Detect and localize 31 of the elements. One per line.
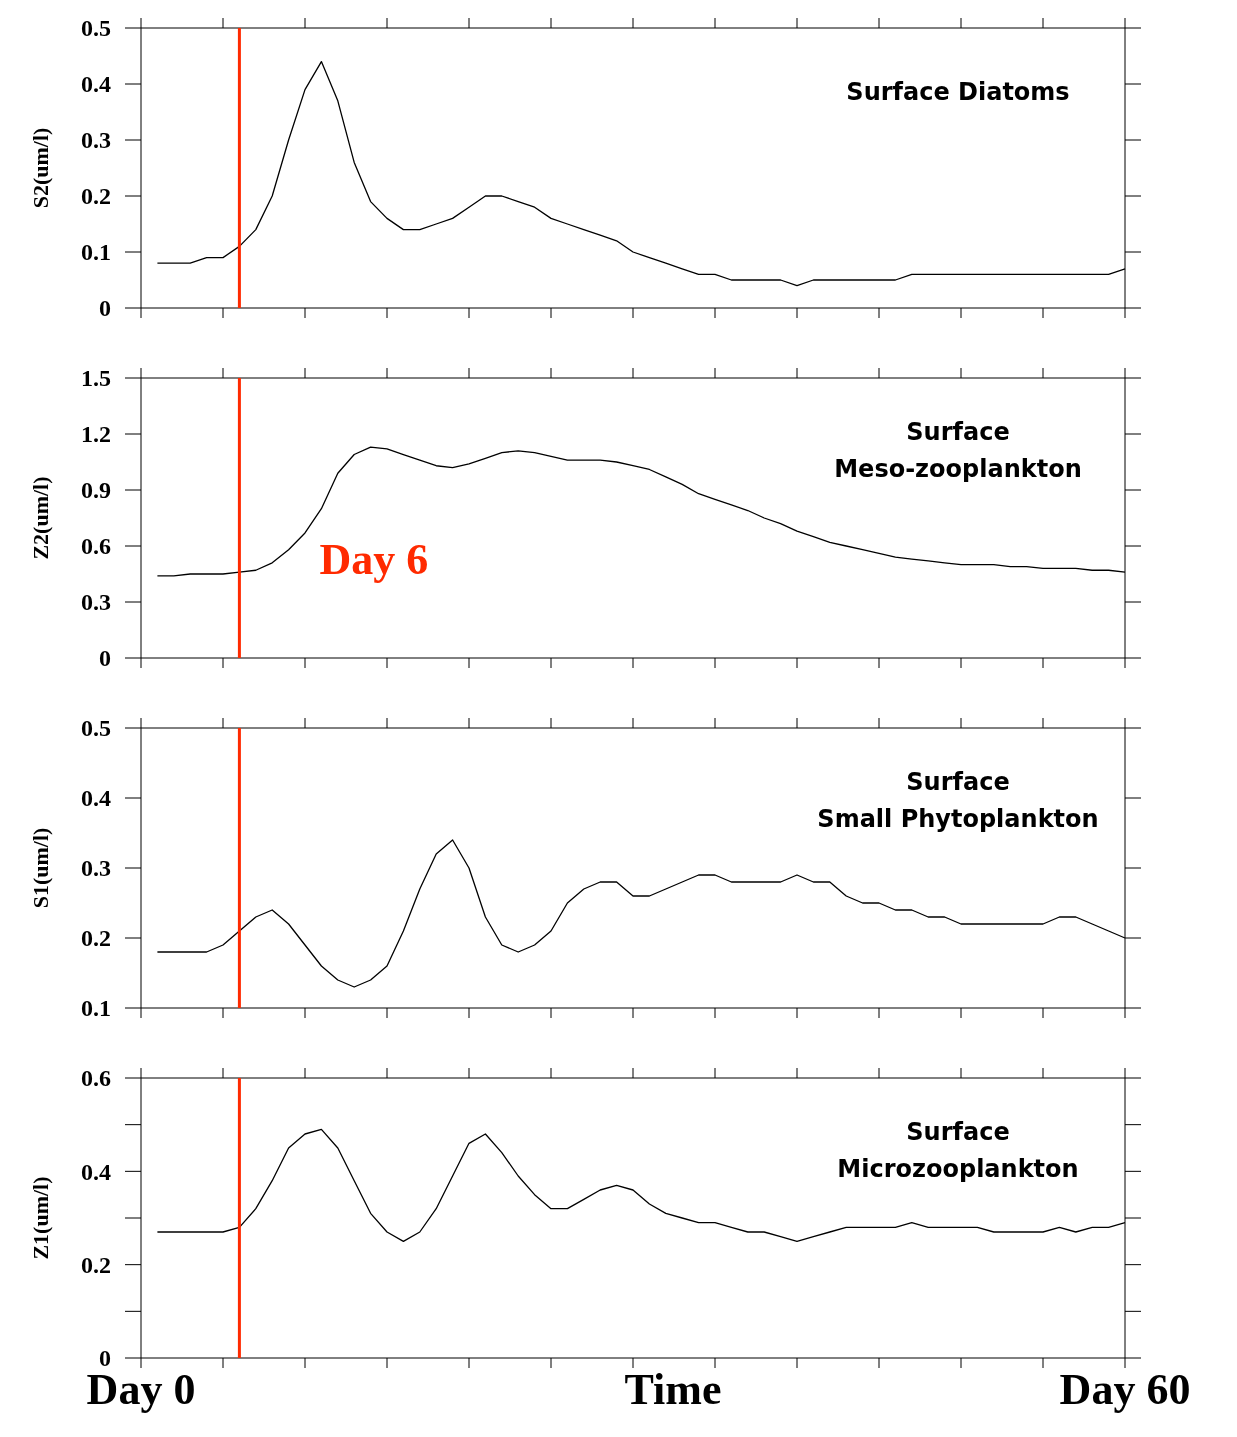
y-tick-label: 0.6 [81,1065,111,1092]
y-tick-label: 0.4 [81,785,111,812]
y-tick-label: 0.6 [81,533,111,560]
y-tick-label: 0.3 [81,589,111,616]
y-tick-label: 0.4 [81,71,111,98]
y-axis-title: S2(um/l) [28,127,53,209]
text: Surface Small Phytoplankton [817,768,1099,833]
y-tick-label: 0.2 [81,925,111,952]
text: Surface Microzooplankton [837,1118,1079,1183]
y-tick-label: 0 [99,645,111,672]
x-axis-title: Time [624,1365,722,1414]
y-axis-title: Z1(um/l) [28,1176,53,1260]
y-tick-label: 0.3 [81,127,111,154]
y-tick-label: 0.1 [81,239,111,266]
y-tick-label: 0.2 [81,183,111,210]
text: Surface Meso-zooplankton [834,418,1082,483]
y-axis-title: S1(um/l) [28,827,53,909]
y-tick-label: 0.5 [81,715,111,742]
text: Surface Diatoms [846,78,1070,106]
y-tick-label: 0.4 [81,1158,111,1185]
y-tick-label: 0.5 [81,15,111,42]
y-tick-label: 0.2 [81,1252,111,1279]
y-tick-label: 1.2 [81,421,111,448]
y-axis-title: Z2(um/l) [28,476,53,560]
y-tick-label: 0.3 [81,855,111,882]
y-tick-label: 0.1 [81,995,111,1022]
y-tick-label: 0.9 [81,477,111,504]
y-tick-label: 1.5 [81,365,111,392]
annotation: Day 6 [319,535,429,584]
y-tick-label: 0 [99,295,111,322]
x-tick-label: Day 60 [1059,1365,1191,1414]
